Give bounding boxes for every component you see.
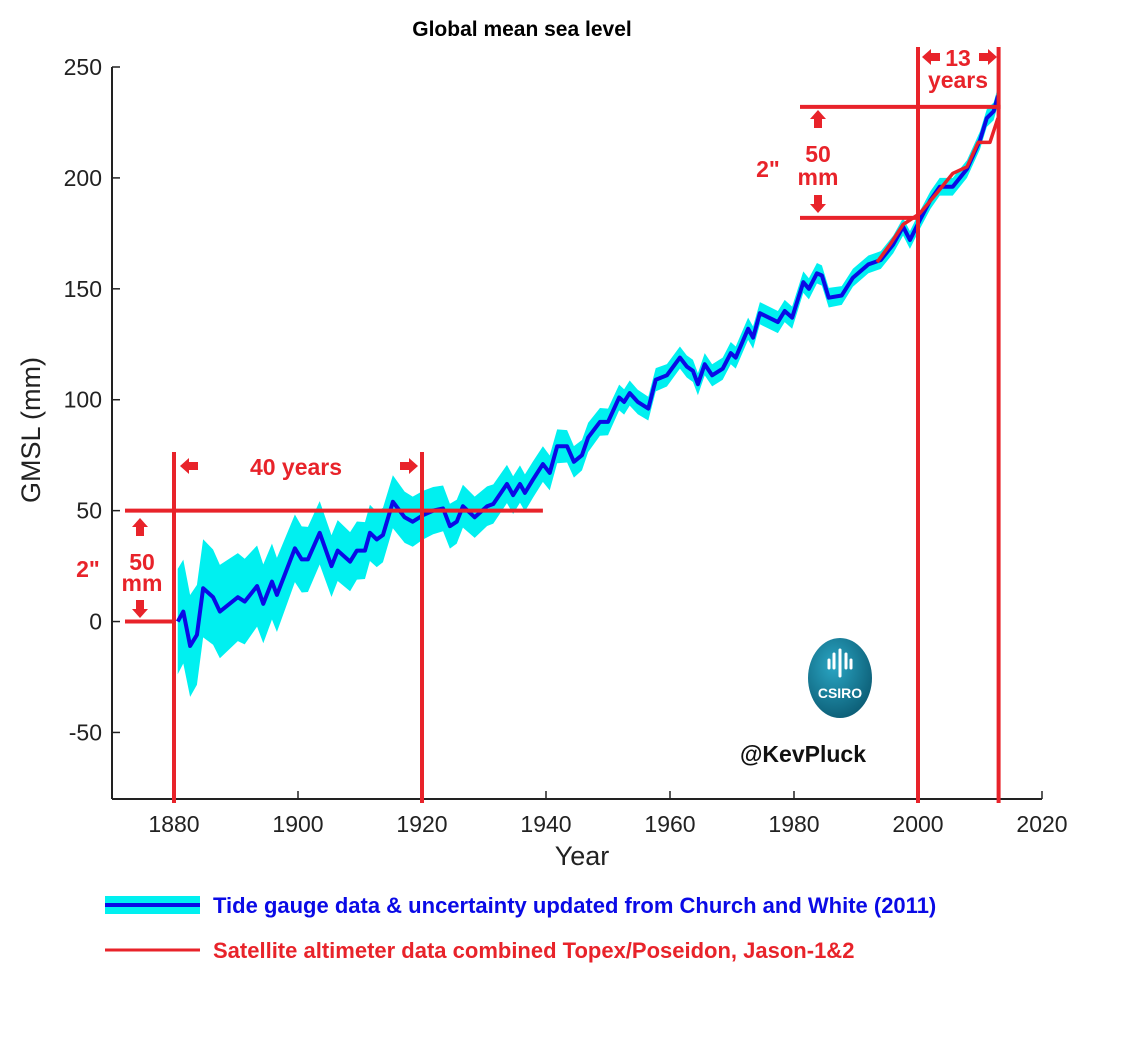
y-tick-label: 200 — [64, 165, 102, 191]
legend-label-satellite: Satellite altimeter data combined Topex/… — [213, 938, 854, 963]
y-tick-label: 100 — [64, 387, 102, 413]
span2-inch-label: 2" — [756, 156, 780, 182]
left-arrow-icon — [922, 49, 940, 65]
up-arrow-icon — [132, 518, 148, 536]
logo-text: CSIRO — [818, 685, 862, 701]
legend: Tide gauge data & uncertainty updated fr… — [105, 893, 936, 963]
right-arrow-icon — [400, 458, 418, 474]
right-arrow-icon — [979, 49, 997, 65]
x-tick-label: 1900 — [272, 811, 323, 837]
x-tick-label: 1960 — [644, 811, 695, 837]
span2-mm-label-2: mm — [798, 164, 839, 190]
credit-handle: @KevPluck — [740, 741, 866, 767]
up-arrow-icon — [810, 110, 826, 128]
y-axis-label: GMSL (mm) — [16, 357, 46, 503]
x-tick-label: 2020 — [1016, 811, 1067, 837]
left-arrow-icon — [180, 458, 198, 474]
x-axis-label: Year — [555, 841, 610, 871]
span2-years-label-2: years — [928, 67, 988, 93]
span1-inch-label: 2" — [76, 556, 100, 582]
x-tick-label: 2000 — [892, 811, 943, 837]
span1-years-label: 40 years — [250, 454, 342, 480]
span2-mm-label-1: 50 — [805, 141, 831, 167]
span2-years-label-1: 13 — [945, 45, 971, 71]
y-tick-label: 250 — [64, 54, 102, 80]
y-tick-label: -50 — [69, 719, 102, 745]
legend-label-tide: Tide gauge data & uncertainty updated fr… — [213, 893, 936, 918]
span1-mm-label-1: 50 — [129, 549, 155, 575]
uncertainty-band — [177, 86, 998, 697]
x-tick-label: 1880 — [148, 811, 199, 837]
csiro-logo: CSIRO — [808, 638, 872, 718]
down-arrow-icon — [132, 600, 148, 618]
annotations — [125, 47, 1001, 803]
chart-title: Global mean sea level — [412, 18, 631, 41]
y-tick-label: 50 — [76, 498, 102, 524]
y-tick-label: 150 — [64, 276, 102, 302]
satellite-line — [875, 117, 1000, 264]
x-tick-label: 1940 — [520, 811, 571, 837]
span1-mm-label-2: mm — [122, 570, 163, 596]
x-tick-label: 1920 — [396, 811, 447, 837]
down-arrow-icon — [810, 195, 826, 213]
tide-gauge-line — [175, 95, 1000, 648]
series-lines — [175, 95, 1000, 648]
uncertainty-band-group — [177, 86, 998, 697]
y-tick-label: 0 — [89, 609, 102, 635]
axes: 1880 1900 1920 1940 1960 1980 2000 2020 -50 0 50 10… — [64, 54, 1068, 837]
x-tick-label: 1980 — [768, 811, 819, 837]
